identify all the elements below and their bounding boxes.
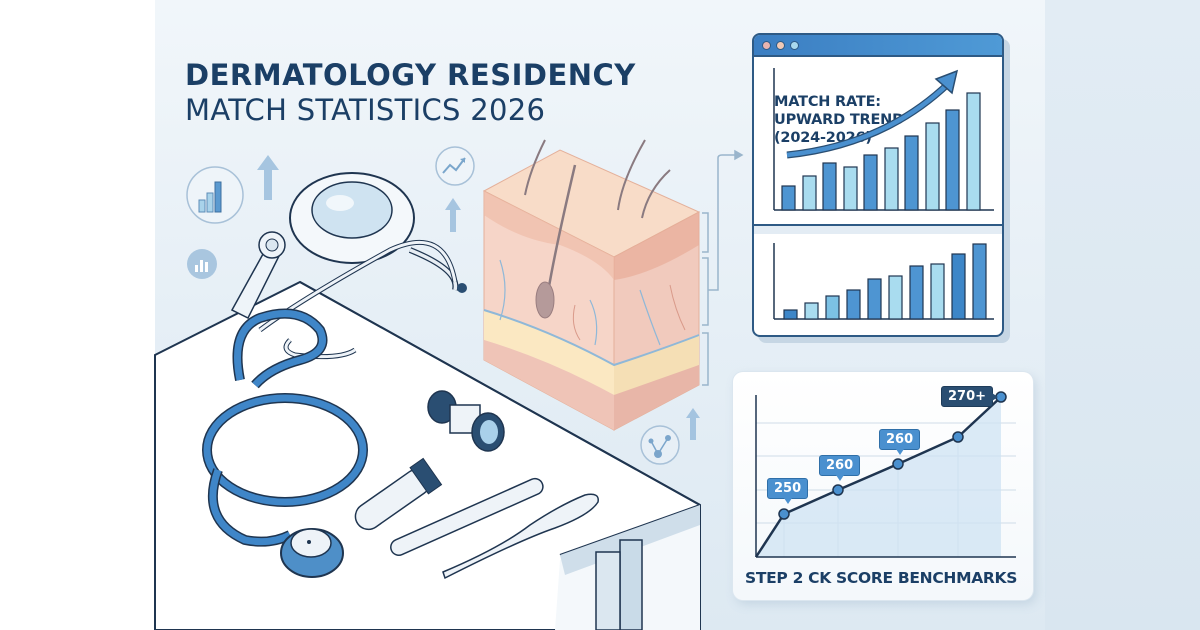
molecule-circle-icon (640, 425, 680, 465)
up-arrow-icon-3 (686, 408, 700, 440)
match-rate-window: MATCH RATE: UPWARD TREND (2024-2026) (752, 33, 1004, 337)
score-label-250: 250 (767, 478, 809, 504)
window-dot-icon (790, 40, 799, 50)
score-benchmarks-caption: STEP 2 CK SCORE BENCHMARKS (745, 569, 1018, 587)
title-line-2: MATCH STATISTICS 2026 (185, 93, 546, 127)
match-rate-title: MATCH RATE: UPWARD TREND (2024-2026) (774, 93, 904, 147)
score-label-270-plus: 270+ (941, 386, 999, 407)
skin-cross-section (482, 139, 701, 431)
dermatoscope (354, 390, 505, 531)
window-dot-icon (762, 40, 771, 50)
window-title-bar (754, 35, 1002, 57)
trend-circle-icon (435, 146, 475, 186)
window-dot-icon (776, 40, 785, 50)
match-rate-title-line-2: UPWARD TREND (774, 112, 904, 128)
stethoscope (202, 239, 458, 578)
magnifying-lamp (230, 172, 467, 320)
layer-brackets (702, 149, 744, 386)
score-benchmarks-card: 250 260 260 270+ STEP 2 CK SCORE BENCHMA… (733, 372, 1033, 600)
score-label-260-b: 260 (879, 429, 921, 455)
up-arrow-icon (257, 155, 279, 200)
background-right (1045, 0, 1200, 630)
up-arrow-icon-2 (445, 198, 461, 232)
score-label-260-a: 260 (819, 455, 861, 481)
page-title: DERMATOLOGY RESIDENCY MATCH STATISTICS 2… (185, 58, 636, 128)
small-chart-circle-icon (187, 249, 217, 279)
match-rate-bar-chart (754, 68, 1002, 320)
tongue-depressor (390, 477, 599, 580)
bar-chart-circle-icon (186, 166, 244, 224)
match-rate-title-line-1: MATCH RATE: (774, 94, 881, 110)
score-line-chart (754, 391, 1016, 558)
title-line-1: DERMATOLOGY RESIDENCY (185, 58, 636, 92)
